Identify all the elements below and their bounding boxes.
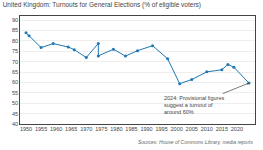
svg-text:2005: 2005 xyxy=(186,126,198,132)
svg-text:1960: 1960 xyxy=(50,126,62,132)
svg-text:1995: 1995 xyxy=(155,126,167,132)
svg-text:70: 70 xyxy=(12,59,18,65)
svg-text:45: 45 xyxy=(12,111,18,117)
svg-text:50: 50 xyxy=(12,100,18,106)
svg-text:United Kingdom: Turnouts for G: United Kingdom: Turnouts for General Ele… xyxy=(3,1,201,9)
svg-text:2015: 2015 xyxy=(216,126,228,132)
svg-text:Sources: House of Commons Libr: Sources: House of Commons Library, media… xyxy=(138,139,253,145)
svg-text:55: 55 xyxy=(12,90,18,96)
svg-text:1950: 1950 xyxy=(20,126,32,132)
svg-text:2000: 2000 xyxy=(171,126,183,132)
svg-text:1985: 1985 xyxy=(125,126,137,132)
svg-text:1955: 1955 xyxy=(35,126,47,132)
svg-text:40: 40 xyxy=(12,121,18,127)
svg-text:90: 90 xyxy=(12,17,18,23)
svg-text:85: 85 xyxy=(12,27,18,33)
svg-text:1975: 1975 xyxy=(95,126,107,132)
svg-text:2010: 2010 xyxy=(201,126,213,132)
svg-text:75: 75 xyxy=(12,48,18,54)
svg-text:1980: 1980 xyxy=(110,126,122,132)
svg-text:1965: 1965 xyxy=(65,126,77,132)
svg-text:2020: 2020 xyxy=(231,126,243,132)
svg-text:1990: 1990 xyxy=(140,126,152,132)
svg-text:60: 60 xyxy=(12,79,18,85)
svg-text:1970: 1970 xyxy=(80,126,92,132)
svg-text:2024: Provisional figuressugge: 2024: Provisional figuressuggest a turno… xyxy=(164,95,224,115)
svg-text:80: 80 xyxy=(12,38,18,44)
svg-text:65: 65 xyxy=(12,69,18,75)
